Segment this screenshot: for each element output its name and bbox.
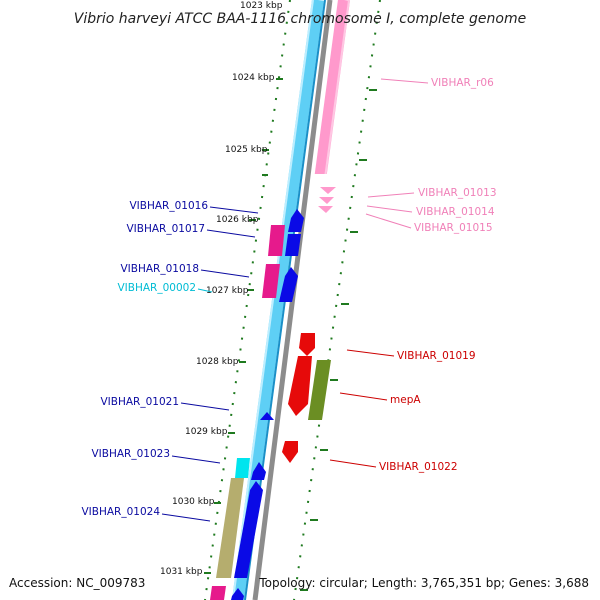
- map-title: Vibrio harveyi ATCC BAA-1116 chromosome …: [74, 11, 526, 27]
- trna-chevron-01014: [319, 197, 334, 204]
- gene-khaki-01024: [216, 478, 244, 578]
- leader-line: [206, 229, 256, 238]
- tick-label-1024: 1024 kbp: [232, 73, 275, 83]
- backbone-highlight: [232, 0, 314, 600]
- cds-01022: [282, 441, 298, 463]
- rrna-band-r06-edge: [324, 0, 350, 174]
- gene-label: VIBHAR_01013: [418, 187, 497, 199]
- cds-01024: [234, 481, 263, 578]
- cds-bottom: [231, 588, 244, 600]
- leader-lines: [161, 78, 429, 522]
- gene-label: VIBHAR_01023: [91, 448, 170, 460]
- gene-magenta-1: [268, 225, 285, 256]
- gene-cyan-00002: [235, 458, 250, 478]
- cds-mepA: [288, 356, 312, 416]
- gene-label: VIBHAR_01022: [379, 461, 458, 473]
- inner-dotted-ruler: [204, 0, 291, 600]
- backbone-gray-strand: [252, 0, 333, 600]
- cds-01017: [285, 234, 301, 256]
- leader-line: [329, 459, 377, 468]
- tick-label-1027: 1027 kbp: [206, 286, 249, 296]
- gene-label: VIBHAR_01021: [100, 396, 179, 408]
- gene-magenta-2: [262, 264, 280, 298]
- tick-label-1023: 1023 kbp: [240, 1, 283, 11]
- trna-chevron-01015: [318, 206, 333, 213]
- tick-label-1029: 1029 kbp: [185, 427, 228, 437]
- gene-magenta-3: [210, 586, 226, 600]
- tick-label-1028: 1028 kbp: [196, 357, 239, 367]
- topology-text: Topology: circular; Length: 3,765,351 bp…: [258, 576, 589, 590]
- gene-label: VIBHAR_01016: [129, 200, 208, 212]
- trna-chevron-01013: [320, 187, 336, 194]
- leader-line: [161, 513, 211, 522]
- tick-label-1030: 1030 kbp: [172, 497, 215, 507]
- tick-label-1025: 1025 kbp: [225, 145, 268, 155]
- leader-line: [380, 78, 429, 84]
- leader-line: [366, 205, 413, 213]
- ruler-ticks: [204, 78, 377, 591]
- leader-line: [171, 455, 221, 464]
- rrna-band-r06: [314, 0, 350, 174]
- gene-label: VIBHAR_01017: [126, 223, 205, 235]
- gene-label: VIBHAR_00002: [117, 282, 196, 294]
- leader-line: [367, 192, 415, 198]
- leader-line: [180, 402, 230, 411]
- leader-line: [197, 288, 213, 293]
- leader-line: [365, 213, 412, 229]
- leader-line: [200, 269, 250, 278]
- cds-01023: [251, 462, 266, 480]
- gene-label: mepA: [390, 394, 421, 406]
- gene-label: VIBHAR_01014: [416, 206, 495, 218]
- cds-01018: [279, 267, 298, 302]
- accession-text: Accession: NC_009783: [9, 576, 145, 590]
- gene-olive: [308, 360, 331, 420]
- leader-line: [339, 392, 388, 401]
- cds-01019: [299, 333, 315, 356]
- gene-label: VIBHAR_01019: [397, 350, 476, 362]
- leader-line: [346, 349, 395, 357]
- tick-label-1031: 1031 kbp: [160, 567, 203, 577]
- gene-label: VIBHAR_01015: [414, 222, 493, 234]
- cds-01016: [288, 209, 304, 232]
- gene-label: VIBHAR_01024: [81, 506, 160, 518]
- gene-label: VIBHAR_01018: [120, 263, 199, 275]
- cds-01021: [260, 412, 274, 420]
- leader-line: [209, 206, 259, 214]
- gene-label: VIBHAR_r06: [431, 77, 494, 89]
- tick-label-1026: 1026 kbp: [216, 215, 259, 225]
